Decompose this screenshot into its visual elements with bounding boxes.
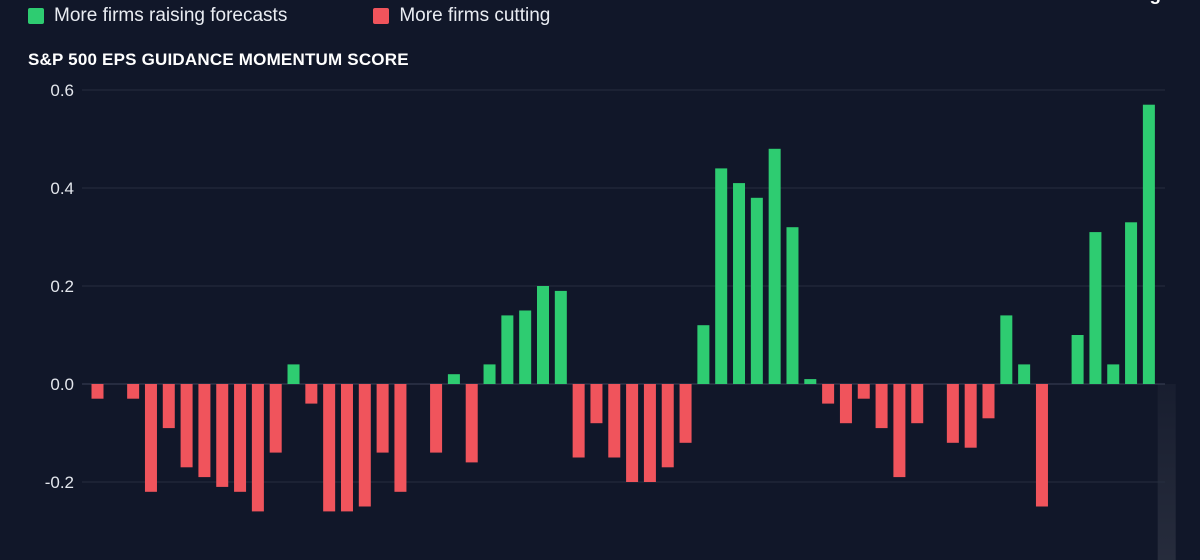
bar	[697, 325, 710, 384]
bar	[804, 379, 817, 384]
legend-label-raising: More firms raising forecasts	[54, 5, 288, 26]
legend-swatch-cutting	[373, 8, 390, 24]
y-tick-label: 0.4	[50, 179, 74, 198]
bar	[661, 384, 674, 468]
bar	[376, 384, 389, 453]
bar	[1089, 232, 1102, 384]
bar	[715, 168, 728, 384]
bar	[162, 384, 175, 429]
bar	[554, 290, 567, 384]
bar	[216, 384, 229, 487]
bar	[180, 384, 193, 468]
legend-item-raising: More firms raising forecasts	[28, 5, 287, 27]
bar	[1018, 364, 1031, 384]
bar	[786, 227, 799, 384]
bar	[519, 310, 532, 384]
bar	[911, 384, 924, 424]
bar	[358, 384, 371, 507]
bar	[287, 364, 300, 384]
y-tick-label: -0.2	[45, 473, 74, 492]
bar	[144, 384, 157, 492]
bar	[964, 384, 977, 448]
y-tick-label: 0.0	[50, 375, 74, 394]
bar	[537, 286, 549, 384]
bar	[305, 384, 318, 404]
bar	[1035, 384, 1048, 507]
bar	[733, 183, 746, 384]
bar	[768, 148, 781, 384]
bar	[1142, 104, 1155, 384]
y-tick-label: 0.2	[50, 277, 74, 296]
bar	[465, 384, 478, 463]
bar	[590, 384, 603, 424]
bar	[251, 384, 264, 512]
bar	[430, 384, 443, 453]
bar	[875, 384, 888, 429]
bar	[447, 374, 460, 384]
bar	[608, 384, 621, 458]
bar	[91, 384, 104, 399]
bar	[1000, 315, 1013, 384]
y-tick-label: 0.6	[50, 81, 74, 100]
bar	[679, 384, 692, 443]
bar	[1071, 335, 1084, 384]
legend-swatch-raising	[28, 8, 44, 24]
bar	[269, 384, 282, 453]
bar	[340, 384, 353, 512]
bar	[839, 384, 852, 424]
bar	[1107, 364, 1120, 384]
bar	[946, 384, 959, 443]
bar	[750, 197, 763, 384]
legend-item-cutting: More firms cutting	[373, 5, 550, 27]
bar	[198, 384, 211, 478]
bar	[127, 384, 140, 399]
bar	[234, 384, 247, 492]
bar	[394, 384, 407, 492]
record-high-annotation: Record high	[1062, 0, 1173, 5]
legend: More firms raising forecasts More firms …	[28, 3, 636, 29]
bar	[1125, 222, 1138, 384]
highlight-glow	[1157, 384, 1176, 560]
bar	[982, 384, 995, 419]
bar	[323, 384, 336, 512]
bar	[572, 384, 585, 458]
chart-title: S&P 500 EPS GUIDANCE MOMENTUM SCORE	[28, 50, 409, 69]
bar	[893, 384, 906, 478]
bar	[643, 384, 656, 482]
bar	[822, 384, 835, 404]
bar	[626, 384, 639, 482]
bar	[483, 364, 496, 384]
legend-label-cutting: More firms cutting	[399, 5, 551, 26]
bar	[501, 315, 514, 384]
bar	[857, 384, 870, 399]
